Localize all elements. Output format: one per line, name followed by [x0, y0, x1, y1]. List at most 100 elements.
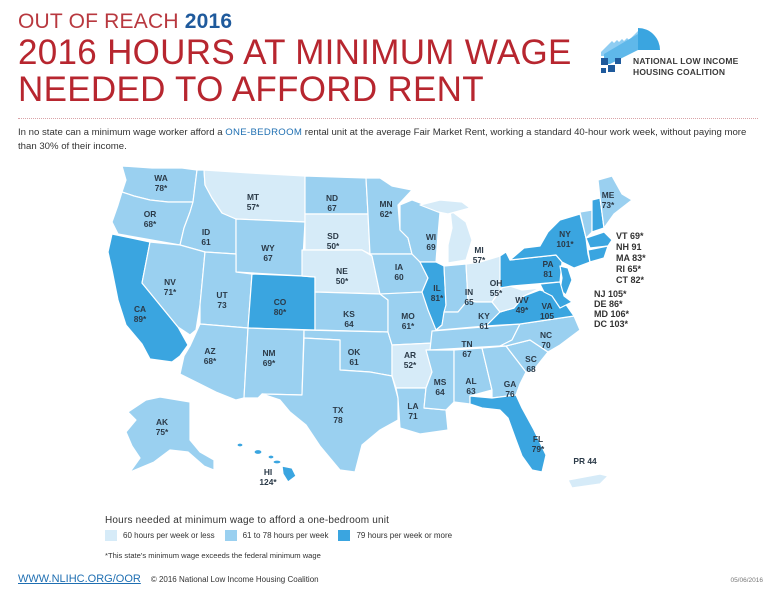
state-NC[interactable] — [499, 315, 581, 353]
logo-line-1: NATIONAL LOW INCOME — [633, 56, 739, 66]
label-NH: NH 91 — [616, 242, 642, 252]
footer: WWW.NLIHC.ORG/OOR © 2016 National Low In… — [18, 573, 763, 585]
label-NY: NY 101* — [556, 229, 574, 249]
label-VT: VT 69* — [616, 231, 644, 241]
legend-label-mid: 61 to 78 hours per week — [242, 531, 329, 540]
label-VA: VA 105 — [540, 301, 554, 321]
label-AR: AR 52* — [404, 350, 417, 370]
footnote: *This state's minimum wage exceeds the f… — [105, 551, 321, 560]
state-CT-RI[interactable] — [587, 245, 609, 263]
label-TX: TX 78 — [333, 405, 344, 425]
label-NE: NE 50* — [336, 266, 349, 286]
label-SD: SD 50* — [327, 231, 340, 251]
label-DC: DC 103* — [594, 319, 629, 329]
legend-item-mid: 61 to 78 hours per week — [224, 530, 329, 541]
intro-after: rental unit at the average Fair Market R… — [18, 127, 747, 152]
state-NJ[interactable] — [559, 265, 573, 296]
label-MT: MT 57* — [247, 192, 260, 212]
label-HI: HI 124* — [259, 467, 277, 487]
intro-highlight: ONE-BEDROOM — [225, 127, 303, 138]
legend-title: Hours needed at minimum wage to afford a… — [105, 515, 390, 526]
header-divider — [18, 118, 758, 119]
us-choropleth-map: WA 78* OR 68* CA 89* ID 61 NV 71* MT 57* WY 67 … — [0, 160, 768, 510]
state-labels: WA 78* OR 68* CA 89* ID 61 NV 71* MT 57* WY 67 … — [134, 173, 646, 487]
state-FL[interactable] — [469, 394, 547, 473]
label-WY: WY 67 — [261, 243, 275, 263]
state-WV[interactable] — [491, 285, 541, 313]
legend-label-low: 60 hours per week or less — [123, 531, 215, 540]
state-MA[interactable] — [585, 231, 613, 249]
label-LA: LA 71 — [407, 401, 418, 421]
state-MD-DE[interactable] — [539, 281, 573, 309]
label-NJ: NJ 105* — [594, 289, 627, 299]
label-MS: MS 64 — [434, 377, 447, 397]
label-KS: KS 64 — [343, 309, 355, 329]
legend-swatch-low — [105, 530, 117, 541]
label-WA: WA 78* — [154, 173, 168, 193]
state-NV[interactable] — [141, 241, 206, 336]
label-DE: DE 86* — [594, 299, 623, 309]
copyright: © 2016 National Low Income Housing Coali… — [150, 575, 319, 584]
state-TX[interactable] — [261, 337, 399, 473]
label-KY: KY 61 — [478, 311, 490, 331]
label-ID: ID 61 — [201, 227, 211, 247]
label-MD: MD 106* — [594, 309, 630, 319]
label-PA: PA 81 — [542, 259, 553, 279]
legend-swatch-mid — [224, 530, 237, 541]
label-TN: TN 67 — [461, 339, 472, 359]
report-kicker: OUT OF REACH 2016 — [18, 10, 572, 34]
label-IA: IA 60 — [394, 262, 404, 282]
logo-line-2: HOUSING COALITION — [633, 66, 726, 77]
legend-items: 60 hours per week or less 61 to 78 hours… — [105, 530, 462, 541]
kicker-text: OUT OF REACH — [18, 10, 179, 33]
title-line-1: 2016 HOURS AT MINIMUM WAGE — [18, 33, 572, 72]
label-RI: RI 65* — [616, 264, 642, 274]
nlihc-logo-icon — [601, 28, 660, 73]
label-OK: OK 61 — [348, 347, 361, 367]
label-AK: AK 75* — [156, 417, 169, 437]
publish-date: 05/06/2016 — [730, 577, 763, 584]
label-CO: CO 80* — [274, 297, 287, 317]
page-title: 2016 HOURS AT MINIMUM WAGE NEEDED TO AFF… — [18, 34, 572, 108]
label-IN: IN 65 — [464, 287, 474, 307]
label-OH: OH 55* — [490, 278, 503, 298]
state-HI[interactable] — [236, 442, 297, 483]
legend-item-high: 79 hours per week or more — [338, 530, 452, 541]
state-MI[interactable] — [447, 209, 473, 264]
label-NV: NV 71* — [164, 277, 177, 297]
header: OUT OF REACH 2016 2016 HOURS AT MINIMUM … — [18, 10, 572, 108]
label-WV: WV 49* — [515, 295, 529, 315]
legend-item-low: 60 hours per week or less — [105, 530, 215, 541]
label-GA: GA 76 — [504, 379, 517, 399]
label-WI: WI 69 — [426, 232, 436, 252]
label-NM: NM 69* — [262, 348, 276, 368]
label-ME: ME 73* — [602, 190, 615, 210]
label-MA: MA 83* — [616, 253, 646, 263]
label-CA: CA 89* — [134, 304, 147, 324]
label-MI: MI 57* — [473, 245, 486, 265]
title-line-2: NEEDED TO AFFORD RENT — [18, 70, 484, 109]
logo-text: NATIONAL LOW INCOME HOUSING COALITION — [633, 56, 738, 77]
state-PR[interactable] — [567, 473, 609, 489]
label-AZ: AZ 68* — [204, 346, 217, 366]
nlihc-oor-link[interactable]: WWW.NLIHC.ORG/OOR — [18, 573, 141, 585]
legend-label-high: 79 hours per week or more — [356, 531, 453, 540]
map-legend: Hours needed at minimum wage to afford a… — [105, 514, 462, 541]
label-NC: NC 70 — [540, 330, 552, 350]
label-SC: SC 68 — [525, 354, 537, 374]
label-PR: PR 44 — [573, 456, 597, 466]
intro-before: In no state can a minimum wage worker af… — [18, 127, 226, 138]
label-FL: FL 79* — [532, 434, 545, 454]
label-UT: UT 73 — [216, 290, 228, 310]
label-MN: MN 62* — [379, 199, 393, 219]
label-AL: AL 63 — [465, 376, 476, 396]
state-ME[interactable] — [597, 175, 633, 229]
label-OR: OR 68* — [144, 209, 157, 229]
state-AK[interactable] — [125, 396, 215, 473]
kicker-year: 2016 — [184, 10, 233, 33]
label-IL: IL 81* — [431, 283, 444, 303]
label-CT: CT 82* — [616, 275, 645, 285]
state-MI-UP[interactable] — [419, 199, 471, 215]
intro-text: In no state can a minimum wage worker af… — [18, 126, 758, 154]
label-MO: MO 61* — [401, 311, 415, 331]
